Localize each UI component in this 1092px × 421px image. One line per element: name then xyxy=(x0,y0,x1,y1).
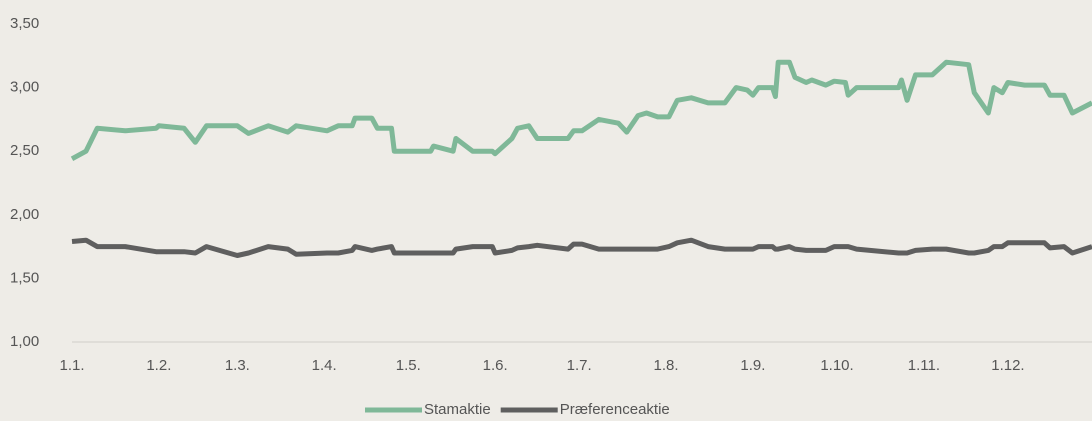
x-tick-label: 1.1. xyxy=(59,357,84,374)
x-tick-label: 1.10. xyxy=(820,357,853,374)
x-tick-label: 1.9. xyxy=(740,357,765,374)
y-tick-label: 2,00 xyxy=(10,206,39,223)
y-tick-label: 3,50 xyxy=(10,15,39,32)
y-tick-label: 2,50 xyxy=(10,142,39,159)
x-tick-label: 1.2. xyxy=(146,357,171,374)
legend-label: Stamaktie xyxy=(424,401,491,418)
x-tick-label: 1.6. xyxy=(483,357,508,374)
x-tick-label: 1.8. xyxy=(654,357,679,374)
x-tick-label: 1.3. xyxy=(225,357,250,374)
x-tick-label: 1.11. xyxy=(908,357,940,374)
x-tick-label: 1.5. xyxy=(396,357,421,374)
line-series xyxy=(71,237,1092,258)
x-tick-label: 1.12. xyxy=(991,357,1024,374)
y-tick-label: 1,00 xyxy=(10,333,39,350)
x-tick-label: 1.4. xyxy=(312,357,337,374)
y-tick-label: 1,50 xyxy=(10,269,39,286)
legend-label: Præferenceaktie xyxy=(560,401,670,418)
line-series xyxy=(70,59,1092,161)
x-tick-label: 1.7. xyxy=(567,357,592,374)
y-tick-label: 3,00 xyxy=(10,79,39,96)
